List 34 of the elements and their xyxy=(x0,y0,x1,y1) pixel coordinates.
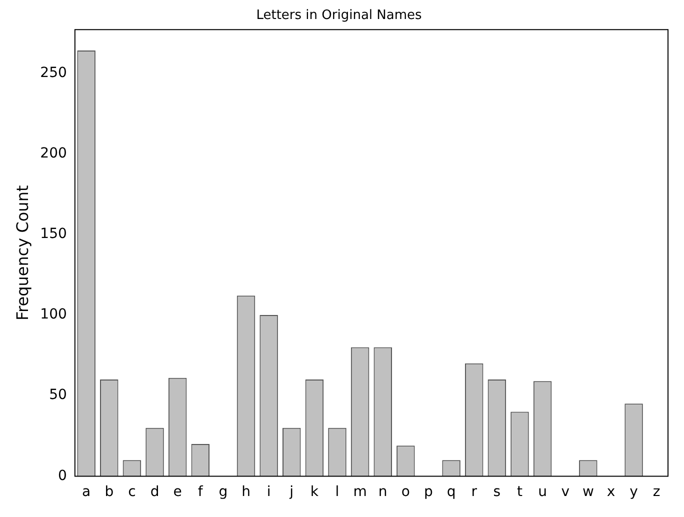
x-tick-label: y xyxy=(630,484,638,500)
x-tick-label: v xyxy=(561,484,570,500)
x-tick-label: d xyxy=(150,484,160,500)
x-tick-label: u xyxy=(538,484,547,500)
x-tick-label: o xyxy=(401,484,410,500)
x-tick-label: x xyxy=(606,484,616,500)
y-axis-title: Frequency Count xyxy=(12,185,32,321)
x-tick-label: p xyxy=(424,484,434,500)
y-tick-label: 150 xyxy=(40,226,67,242)
x-tick-label: b xyxy=(104,484,114,500)
x-tick-label: q xyxy=(446,484,456,500)
x-tick-label: f xyxy=(198,484,204,500)
x-tick-label: e xyxy=(173,484,182,500)
x-tick-label: c xyxy=(128,484,136,500)
y-tick-label: 0 xyxy=(58,468,67,484)
y-tick-label: 100 xyxy=(40,306,67,323)
x-tick-label: j xyxy=(288,484,294,500)
x-tick-label: z xyxy=(652,484,660,500)
x-tick-label: i xyxy=(266,484,271,500)
x-tick-label: w xyxy=(582,484,594,500)
y-tick-label: 250 xyxy=(40,64,67,81)
chart-title: Letters in Original Names xyxy=(256,8,422,24)
x-tick-label: r xyxy=(471,484,478,500)
x-tick-label: a xyxy=(82,484,91,500)
x-tick-label: g xyxy=(218,484,228,500)
y-tick-label: 200 xyxy=(40,145,67,162)
x-tick-label: k xyxy=(310,484,320,500)
x-tick-label: n xyxy=(378,484,388,500)
x-tick-label: s xyxy=(493,484,501,500)
y-tick-label: 50 xyxy=(49,387,67,404)
x-tick-label: m xyxy=(353,484,367,500)
x-tick-label: h xyxy=(242,484,250,500)
x-tick-label: t xyxy=(516,484,523,500)
x-tick-label: l xyxy=(335,484,340,500)
